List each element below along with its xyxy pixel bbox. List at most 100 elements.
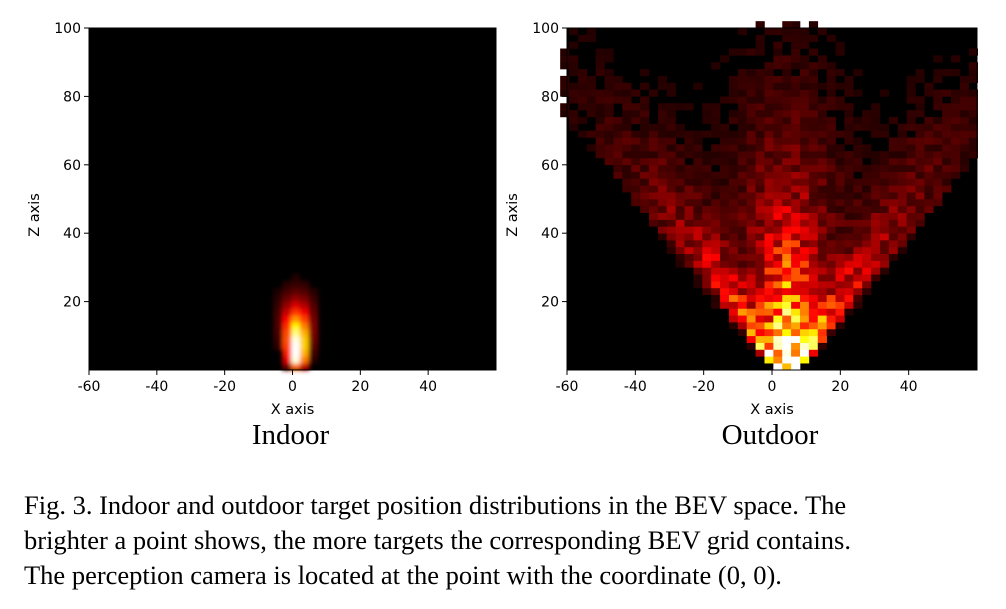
- heat-cell: [791, 89, 801, 97]
- heat-cell: [728, 75, 739, 84]
- heat-cell: [657, 185, 668, 193]
- heat-cell: [853, 294, 863, 302]
- heat-cell: [826, 287, 836, 296]
- heat-cell: [755, 226, 765, 234]
- heat-cell: [782, 308, 792, 316]
- heat-cell: [684, 151, 694, 159]
- heat-cell: [773, 335, 783, 343]
- heat-cell: [862, 281, 872, 289]
- heat-cell: [800, 205, 810, 213]
- heat-cell: [711, 199, 721, 207]
- heat-cell: [737, 48, 748, 56]
- heat-cell: [817, 185, 827, 193]
- heat-cell: [933, 185, 943, 193]
- heat-cell: [844, 219, 854, 227]
- heat-cell: [800, 75, 810, 84]
- heat-cell: [906, 199, 916, 207]
- heat-cell: [773, 294, 783, 302]
- heat-cell: [720, 185, 730, 193]
- heat-cell: [782, 164, 792, 172]
- heat-cell: [782, 55, 792, 63]
- heat-cell: [844, 240, 854, 248]
- heat-cell: [675, 130, 685, 138]
- heat-cell: [299, 356, 310, 364]
- heat-cell: [782, 144, 792, 152]
- heat-cell: [826, 130, 836, 138]
- heat-cell: [791, 212, 801, 220]
- heat-cell: [720, 123, 730, 131]
- heat-cell: [737, 185, 748, 193]
- heat-cell: [835, 171, 845, 179]
- heat-cell: [844, 157, 854, 166]
- heat-cell: [746, 123, 756, 131]
- heat-cell: [800, 246, 810, 255]
- heat-cell: [666, 151, 676, 159]
- heat-cell: [773, 164, 783, 172]
- heat-cell: [853, 116, 863, 125]
- heat-cell: [649, 212, 659, 220]
- heat-cell: [720, 274, 730, 282]
- heat-cell: [782, 294, 792, 302]
- heat-cell: [879, 260, 890, 268]
- heat-cell: [800, 82, 810, 90]
- heat-cell: [755, 110, 765, 118]
- heat-cell: [800, 226, 810, 234]
- heat-cell: [800, 281, 810, 289]
- heat-cell: [915, 96, 925, 104]
- heat-cell: [782, 233, 792, 241]
- heat-cell: [862, 199, 872, 207]
- heat-cell: [897, 192, 907, 200]
- heat-cell: [577, 75, 588, 84]
- heat-cell: [622, 157, 632, 166]
- y-tick-label-100: 100: [54, 21, 81, 37]
- heat-cell: [951, 164, 961, 172]
- heat-cell: [782, 335, 792, 343]
- heat-cell: [569, 123, 579, 131]
- heat-cell: [773, 349, 783, 357]
- heat-cell: [764, 205, 774, 213]
- heat-cell: [817, 335, 827, 343]
- heat-cell: [933, 192, 943, 200]
- heat-cell: [737, 212, 748, 220]
- heat-cell: [684, 205, 694, 213]
- heat-cell: [764, 246, 774, 255]
- heat-cell: [773, 308, 783, 316]
- heat-cell: [942, 116, 952, 125]
- heat-cell: [308, 356, 319, 364]
- heat-cell: [933, 75, 943, 84]
- heat-cell: [782, 219, 792, 227]
- heat-cell: [737, 82, 748, 90]
- heat-cell: [755, 192, 765, 200]
- panel-title: Outdoor: [722, 419, 819, 451]
- heat-cell: [835, 185, 845, 193]
- heat-cell: [915, 130, 925, 138]
- heat-cell: [728, 233, 739, 241]
- heat-cell: [764, 164, 774, 172]
- heat-cell: [800, 240, 810, 248]
- heat-cell: [693, 192, 703, 200]
- heat-cell: [666, 82, 676, 90]
- heat-cell: [951, 103, 961, 111]
- heat-cell: [657, 130, 668, 138]
- heat-cell: [817, 103, 827, 111]
- heat-cell: [657, 110, 668, 118]
- heat-cell: [808, 164, 819, 172]
- heat-cell: [773, 240, 783, 248]
- heat-cell: [737, 322, 748, 330]
- heat-cell: [817, 226, 827, 234]
- heat-cell: [613, 164, 623, 172]
- heat-cell: [702, 267, 712, 275]
- heat-cell: [604, 137, 614, 145]
- heat-cell: [871, 192, 881, 200]
- heat-cell: [968, 75, 978, 84]
- heat-cell: [711, 123, 721, 131]
- y-tick-label-60: 60: [541, 158, 559, 174]
- heat-cell: [764, 349, 774, 357]
- y-tick-label-20: 20: [63, 295, 81, 311]
- heat-cell: [835, 308, 845, 316]
- heat-cell: [800, 335, 810, 343]
- heat-cell: [808, 75, 819, 84]
- heat-cell: [773, 123, 783, 131]
- heat-cell: [800, 137, 810, 145]
- heat-cell: [782, 21, 792, 29]
